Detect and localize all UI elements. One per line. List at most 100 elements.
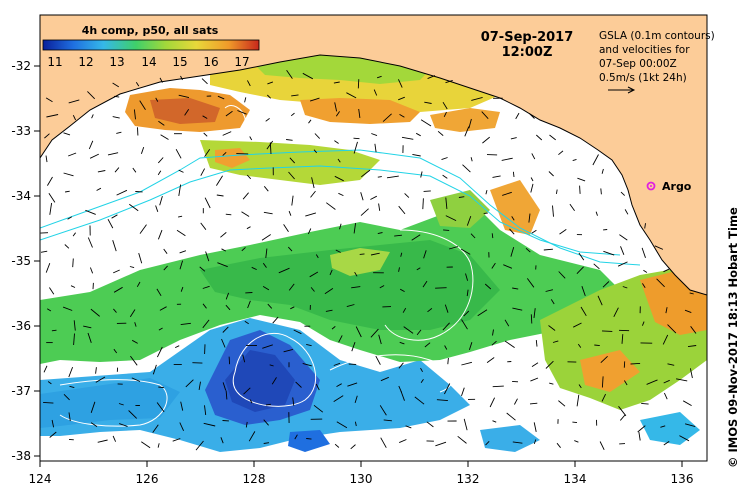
velocity-arrow — [530, 177, 534, 182]
velocity-arrow — [380, 437, 387, 448]
velocity-arrow — [221, 248, 227, 252]
velocity-arrow — [202, 319, 210, 329]
velocity-arrow — [581, 286, 586, 297]
velocity-arrow — [377, 176, 382, 178]
velocity-arrow — [288, 283, 295, 291]
velocity-arrow — [512, 287, 519, 290]
velocity-arrow — [442, 101, 448, 110]
velocity-arrow — [679, 435, 690, 442]
velocity-arrow — [600, 355, 608, 364]
velocity-arrow — [305, 212, 317, 217]
velocity-arrow — [225, 213, 232, 216]
velocity-arrow — [376, 75, 382, 79]
velocity-arrow — [580, 306, 587, 317]
velocity-arrow — [420, 171, 423, 178]
velocity-arrow — [179, 260, 184, 270]
velocity-arrow — [404, 193, 410, 198]
velocity-arrow — [72, 115, 77, 121]
velocity-arrow — [302, 72, 314, 80]
colorbar-tick: 14 — [141, 55, 156, 69]
velocity-arrow — [355, 326, 362, 338]
velocity-arrow — [85, 209, 96, 215]
velocity-arrow — [140, 146, 145, 154]
velocity-arrow — [400, 390, 405, 401]
velocity-arrow — [44, 133, 50, 139]
velocity-arrow — [311, 177, 315, 189]
velocity-arrow — [601, 376, 604, 388]
velocity-arrow — [65, 190, 70, 193]
velocity-arrow — [601, 330, 613, 332]
velocity-arrow — [530, 183, 534, 193]
velocity-arrow — [597, 295, 603, 306]
velocity-arrow — [180, 286, 184, 292]
y-axis: -32 -33 -34 -35 -36 -37 -38 — [11, 59, 40, 463]
velocity-arrow — [485, 189, 488, 195]
velocity-arrow — [482, 136, 490, 144]
velocity-arrow — [503, 264, 513, 269]
velocity-arrow — [339, 223, 342, 230]
velocity-arrow — [138, 252, 143, 264]
velocity-arrow — [350, 444, 356, 450]
velocity-arrow — [662, 334, 669, 345]
velocity-arrow — [283, 224, 289, 232]
velocity-arrow — [442, 174, 448, 179]
velocity-arrow — [466, 289, 469, 297]
velocity-arrow — [292, 397, 295, 406]
velocity-arrow — [63, 132, 71, 136]
velocity-arrow — [180, 75, 183, 81]
velocity-arrow — [129, 266, 135, 269]
velocity-arrow — [602, 281, 610, 288]
velocity-arrow — [442, 322, 450, 331]
velocity-arrow — [135, 82, 140, 87]
map-date: 07-Sep-2017 — [481, 30, 574, 45]
velocity-arrow — [558, 150, 564, 156]
velocity-arrow — [526, 278, 535, 288]
velocity-arrow — [427, 75, 436, 80]
velocity-arrow — [552, 205, 554, 217]
velocity-arrow — [203, 422, 216, 427]
velocity-arrow — [398, 96, 405, 101]
velocity-arrow — [202, 303, 207, 309]
velocity-arrow — [548, 325, 556, 331]
velocity-arrow — [294, 434, 298, 440]
velocity-arrow — [63, 393, 70, 401]
velocity-arrow — [360, 192, 364, 201]
velocity-arrow — [202, 115, 208, 119]
velocity-arrow — [358, 108, 361, 118]
x-tick-label: 130 — [350, 472, 373, 486]
velocity-arrow — [595, 211, 598, 216]
velocity-arrow — [290, 306, 295, 310]
velocity-arrow — [529, 402, 538, 405]
velocity-arrow — [271, 377, 277, 385]
velocity-arrow — [180, 322, 191, 326]
velocity-arrow — [370, 328, 379, 338]
velocity-arrow — [97, 170, 106, 173]
velocity-arrow — [514, 398, 518, 405]
velocity-arrow — [656, 278, 665, 288]
velocity-arrow — [338, 192, 344, 197]
velocity-arrow — [45, 155, 48, 163]
velocity-arrow — [302, 362, 312, 367]
velocity-arrow — [134, 322, 137, 327]
velocity-arrow — [515, 112, 520, 120]
y-tick-label: -38 — [11, 449, 31, 463]
velocity-arrow — [464, 126, 470, 137]
velocity-arrow — [530, 377, 539, 382]
velocity-arrow — [422, 198, 424, 210]
velocity-arrow — [175, 148, 182, 159]
velocity-arrow — [152, 424, 159, 433]
velocity-arrow — [112, 116, 120, 119]
velocity-arrow — [112, 435, 117, 442]
velocity-arrow — [89, 153, 99, 159]
velocity-arrow — [139, 100, 146, 111]
velocity-arrow — [371, 133, 378, 137]
velocity-arrow — [572, 158, 577, 162]
velocity-arrow — [129, 309, 136, 318]
velocity-arrow — [251, 266, 257, 271]
velocity-arrow — [578, 384, 582, 389]
velocity-arrow — [531, 229, 537, 234]
velocity-arrow — [247, 300, 251, 309]
legend-line: 07-Sep 00:00Z — [599, 58, 677, 70]
velocity-arrow — [178, 215, 183, 218]
